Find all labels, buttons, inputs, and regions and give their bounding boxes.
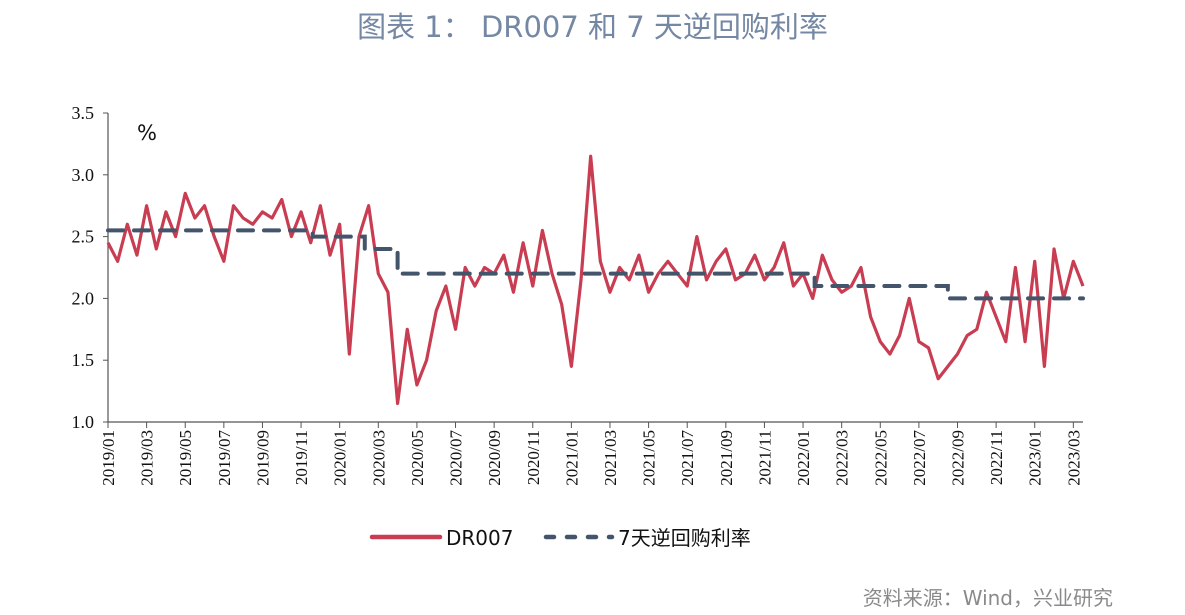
x-tick-label: 2023/01 [1026, 430, 1045, 486]
x-tick-label: 2021/11 [755, 430, 774, 485]
x-tick-label: 2022/03 [833, 430, 852, 486]
x-tick-label: 2021/03 [601, 430, 620, 486]
x-tick-label: 2022/07 [910, 430, 929, 486]
legend-label-dr007: DR007 [446, 526, 513, 550]
x-tick-label: 2020/01 [331, 430, 350, 486]
x-tick-label: 2019/05 [176, 430, 195, 486]
y-tick-label: 2.0 [72, 288, 95, 308]
x-tick-label: 2019/11 [292, 430, 311, 485]
x-tick-label: 2019/09 [253, 430, 272, 486]
legend: DR007 7天逆回购利率 [369, 526, 751, 550]
legend-label-reverse-repo: 7天逆回购利率 [618, 526, 751, 550]
y-tick-label: 1.0 [72, 412, 95, 432]
x-tick-label: 2020/03 [369, 430, 388, 486]
x-tick-label: 2023/03 [1064, 430, 1083, 486]
y-tick-label: 3.5 [72, 103, 95, 123]
y-tick-label: 1.5 [72, 350, 95, 370]
x-tick-label: 2021/09 [717, 430, 736, 486]
dr007-line [106, 154, 1085, 406]
chart-title: 图表 1： DR007 和 7 天逆回购利率 [357, 10, 828, 44]
x-tick-label: 2022/01 [794, 430, 813, 486]
x-tick-label: 2019/07 [215, 430, 234, 486]
x-tick-label: 2020/05 [408, 430, 427, 486]
reverse-repo-line [106, 228, 1085, 301]
x-tick-label: 2020/07 [447, 430, 466, 486]
x-tick-label: 2021/07 [678, 430, 697, 486]
x-tick-label: 2021/05 [640, 430, 659, 486]
x-tick-label: 2020/11 [524, 430, 543, 485]
y-unit-label: % [137, 121, 157, 145]
y-tick-label: 3.0 [72, 165, 95, 185]
x-tick-label: 2022/11 [987, 430, 1006, 485]
x-tick-label: 2019/03 [138, 430, 157, 486]
x-tick-label: 2019/01 [99, 430, 118, 486]
y-tick-label: 2.5 [72, 227, 95, 247]
x-tick-label: 2021/01 [562, 430, 581, 486]
source-note: 资料来源：Wind，兴业研究 [862, 586, 1113, 610]
x-tick-label: 2022/05 [871, 430, 890, 486]
x-tick-label: 2020/09 [485, 430, 504, 486]
x-tick-label: 2022/09 [949, 430, 968, 486]
